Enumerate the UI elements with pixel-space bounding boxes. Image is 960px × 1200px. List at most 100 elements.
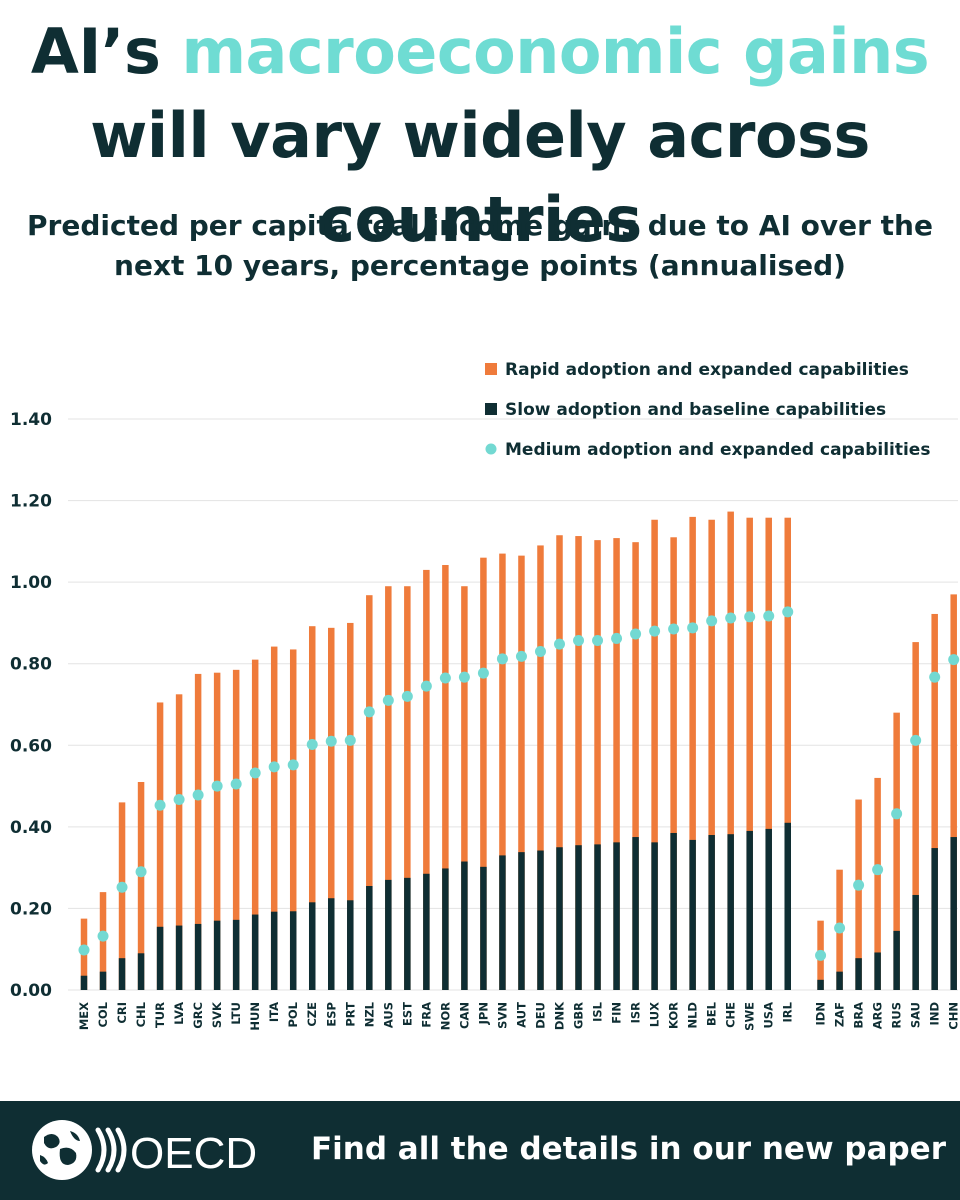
bar-rapid-est [404,586,411,990]
bar-slow-isl [594,844,601,990]
x-tick-label: GBR [572,1002,586,1029]
bar-rapid-tur [156,702,164,990]
bar-rapid-isl [594,540,601,990]
bar-slow-nor [442,868,449,990]
dot-medium-sau [910,734,922,746]
x-tick-label: NLD [686,1002,700,1029]
bar-slow-ltu [232,919,240,990]
x-tick-label: LTU [229,1002,243,1025]
bar-slow-chn [950,837,957,990]
footer-banner: OECD Find all the details in our new pap… [0,1101,960,1200]
legend-label-medium: Medium adoption and expanded capabilitie… [505,440,930,460]
bar-slow-cze [308,902,316,990]
x-tick-label: MEX [77,1002,91,1030]
dot-medium-che [725,612,737,624]
bar-rapid-gbr [575,536,582,990]
x-tick-label: SVN [495,1002,509,1029]
dot-medium-chl [135,866,147,878]
bar-rapid-svk [213,672,221,990]
x-tick-label: SVK [210,1001,224,1028]
dot-medium-fin [611,632,623,644]
x-tick-label: DNK [553,1001,567,1030]
y-axis-ticks: 0.00 0.20 0.40 0.60 0.80 1.00 1.20 1.40 [10,410,52,1001]
x-tick-label: CHL [134,1001,148,1027]
x-tick-label: SWE [743,1002,757,1031]
dot-medium-swe [744,611,756,623]
bar-slow-pol [289,911,297,990]
bar-slow-ind [931,848,938,990]
bar-slow-fin [613,842,620,990]
dot-medium-jpn [477,667,489,679]
x-tick-label: LUX [648,1002,662,1027]
bar-rapid-sau [912,642,919,990]
bar-slow-sau [912,894,919,990]
dot-medium-hun [249,767,261,779]
title-highlight: macroeconomic gains [181,15,930,88]
bar-rapid-esp [328,627,335,990]
x-tick-label: ARG [871,1002,885,1029]
legend-label-slow: Slow adoption and baseline capabilities [505,400,886,420]
bar-slow-gbr [575,845,582,990]
bar-slow-aut [518,852,525,990]
x-tick-label: EST [400,1002,414,1026]
bar-slow-hun [251,914,259,990]
title-part-2: will vary widely across countries [90,99,870,256]
bar-slow-che [727,834,734,990]
x-tick-label: IRL [781,1001,795,1022]
x-tick-label: IDN [814,1002,828,1025]
bar-slow-swe [746,830,753,990]
dot-medium-bel [706,615,718,627]
bar-slow-esp [328,898,335,990]
bar-rapid-grc [194,673,202,990]
x-tick-label: RUS [890,1002,904,1028]
y-tick-label: 1.20 [10,492,52,512]
x-tick-label: CRI [115,1002,129,1024]
bar-slow-kor [670,832,677,990]
bar-slow-lux [651,842,658,990]
bar-rapid-can [461,586,468,990]
x-tick-label: POL [286,1001,300,1027]
bar-rapid-nzl [366,595,373,990]
dot-medium-isl [592,634,604,646]
x-tick-label: BEL [705,1001,719,1026]
dot-medium-lux [649,625,661,637]
dot-medium-pol [287,759,299,771]
bar-rapid-prt [347,622,354,990]
bar-rapid-swe [746,517,753,990]
x-tick-label: SAU [909,1002,923,1028]
globe-icon [32,1120,92,1180]
dot-medium-tur [154,799,166,811]
bar-rapid-che [727,511,734,990]
dot-medium-isr [630,628,642,640]
bar-rapid-ita [270,646,278,990]
chart-title: AI’s macroeconomic gains will vary widel… [0,10,960,262]
bar-slow-arg [874,952,881,990]
bar-slow-nzl [366,885,373,990]
dot-medium-irl [782,606,794,618]
x-tick-label: AUT [514,1002,528,1028]
dot-medium-cze [306,738,318,750]
dot-medium-usa [763,610,775,622]
x-tick-label: TUR [153,1002,167,1028]
x-tick-label: CHN [947,1002,960,1030]
bar-slow-svk [213,920,221,990]
bar-slow-svn [499,855,506,990]
bar-rapid-aus [385,586,392,990]
chevrons-icon [95,1127,127,1173]
grid-lines [68,418,958,991]
chart-subtitle: Predicted per capita real income gains d… [27,209,933,282]
y-tick-label: 0.20 [10,899,52,919]
x-tick-label: ESP [324,1002,338,1027]
dot-medium-nor [439,672,451,684]
dot-medium-nld [687,622,699,634]
bar-rapid-nld [689,516,696,990]
x-tick-label: DEU [533,1002,547,1029]
bar-rapid-kor [670,537,677,990]
bar-slow-usa [765,828,772,990]
legend-marker-medium [485,443,497,455]
y-tick-label: 0.00 [10,981,52,1001]
bar-rapid-fin [613,538,620,990]
bar-slow-isr [632,837,639,990]
legend-marker-rapid [485,363,497,375]
bar-rapid-bel [708,519,715,990]
